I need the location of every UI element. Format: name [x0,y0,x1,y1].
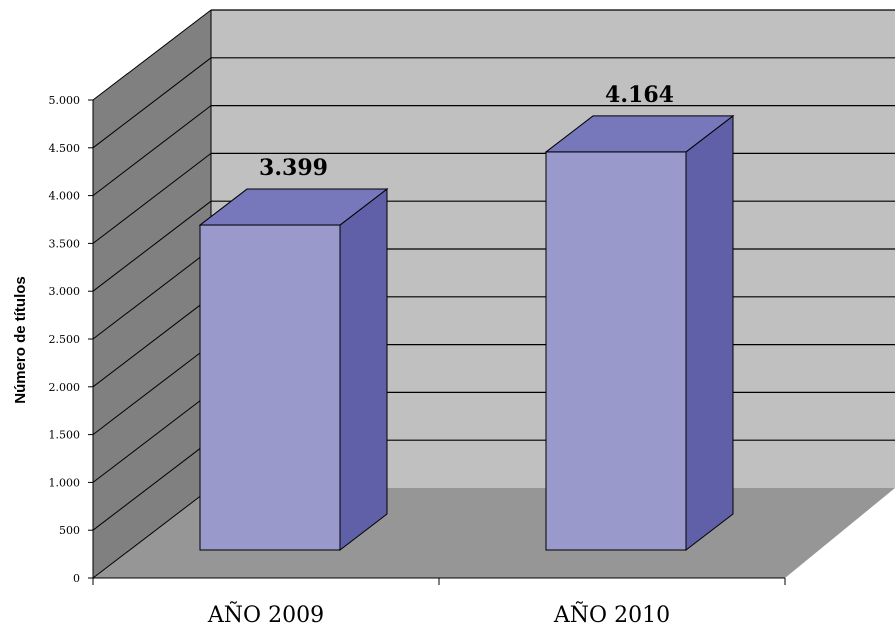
x-category-label: AÑO 2010 [553,600,670,628]
gridline-side [92,153,212,244]
bars [198,114,735,552]
bar-side [339,188,388,552]
gridline-side [92,200,212,292]
bar-front [199,224,341,551]
y-axis: 0 500 1.000 1.500 2.000 2.500 3.000 3.500 4.000 4… [49,94,94,585]
bar-top [198,188,389,226]
bar-front [545,151,687,551]
y-tick-label: 3.000 [49,285,81,298]
gridline-side [92,248,212,340]
x-category-label: AÑO 2009 [207,600,324,628]
y-tick-label: 4.500 [49,142,81,155]
gridline-side [92,487,212,579]
gridline-side [92,344,212,435]
gridline-side [92,57,212,149]
y-tick-label: 1.000 [49,476,81,489]
y-tick-label: 3.500 [49,237,81,250]
y-axis-title: Número de títulos [12,276,29,404]
gridline-side [92,9,212,101]
y-tick-label: 0 [73,572,80,585]
bar-value-label: 4.164 [605,82,674,108]
gridline-side [92,105,212,196]
bar-side [685,114,734,552]
y-tick-label: 2.500 [49,333,81,346]
y-tick-label: 4.000 [49,190,81,203]
bar-top [544,115,735,153]
gridline-side [92,439,212,531]
y-tick-label: 2.000 [49,381,81,394]
y-tick-label: 5.000 [49,94,81,107]
y-tick-label: 500 [59,524,80,537]
gridline-side [92,392,212,483]
gridline-side [92,296,212,388]
bar-value-label: 3.399 [259,155,328,181]
data-labels: 3.399 4.164 [259,82,674,181]
y-tick-label: 1.500 [49,429,81,442]
x-axis: AÑO 2009 AÑO 2010 [92,577,786,628]
